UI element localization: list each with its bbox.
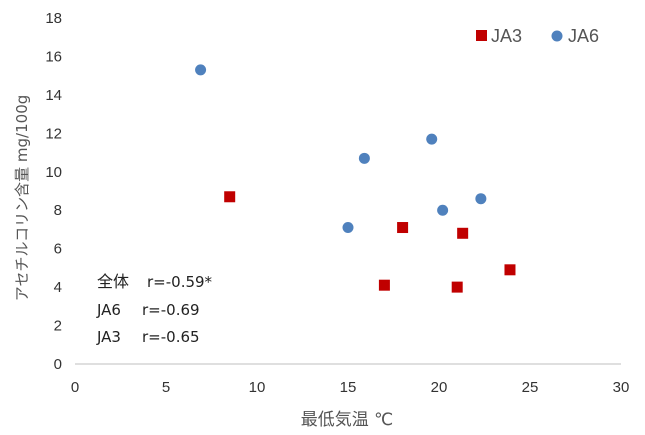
y-tick-label: 4 — [54, 279, 62, 296]
legend-marker-ja3 — [476, 30, 487, 41]
x-tick-label: 25 — [522, 379, 539, 396]
data-point-ja6 — [475, 193, 487, 205]
y-tick-label: 14 — [45, 87, 62, 104]
x-tick-label: 0 — [71, 379, 79, 396]
correlation-annotations: 全体 r=-0.59* JA6 r=-0.69 JA3 r=-0.65 — [96, 272, 213, 346]
legend-label-ja3: JA3 — [491, 26, 522, 46]
annotation-ja3-label: JA3 — [96, 328, 121, 346]
data-point-ja6 — [437, 204, 449, 216]
legend: JA3 JA6 — [476, 26, 599, 46]
annotation-ja3-r: r=-0.65 — [142, 328, 200, 346]
legend-label-ja6: JA6 — [568, 26, 599, 46]
y-tick-label: 12 — [45, 125, 62, 142]
x-axis-ticks: 0 5 10 15 20 25 30 — [71, 379, 630, 396]
data-point-ja6 — [342, 222, 354, 234]
data-points — [195, 64, 516, 293]
data-point-ja6 — [426, 133, 438, 145]
y-axis-ticks: 0 2 4 6 8 10 12 14 16 18 — [45, 10, 62, 373]
annotation-ja6-label: JA6 — [96, 301, 121, 319]
y-tick-label: 10 — [45, 164, 62, 181]
y-tick-label: 0 — [54, 356, 62, 373]
x-tick-label: 30 — [613, 379, 630, 396]
y-tick-label: 2 — [54, 318, 62, 335]
x-tick-label: 5 — [162, 379, 170, 396]
data-point-ja3 — [504, 264, 516, 276]
data-point-ja6 — [195, 64, 207, 76]
y-tick-label: 6 — [54, 241, 62, 258]
data-point-ja3 — [451, 281, 463, 293]
x-tick-label: 20 — [431, 379, 448, 396]
x-tick-label: 15 — [340, 379, 357, 396]
data-point-ja3 — [378, 279, 390, 291]
x-tick-label: 10 — [249, 379, 266, 396]
y-tick-label: 16 — [45, 48, 62, 65]
legend-marker-ja6 — [551, 30, 563, 42]
y-axis-title: アセチルコリン含量 mg/100g — [13, 95, 31, 302]
annotation-ja6-r: r=-0.69 — [142, 301, 200, 319]
y-tick-label: 8 — [54, 202, 62, 219]
annotation-overall-r: r=-0.59* — [147, 273, 213, 291]
data-point-ja3 — [397, 222, 409, 234]
annotation-overall-label: 全体 — [97, 272, 129, 291]
data-point-ja6 — [358, 152, 370, 164]
y-tick-label: 18 — [45, 10, 62, 27]
data-point-ja3 — [457, 227, 469, 239]
data-point-ja3 — [224, 191, 236, 203]
x-axis-title: 最低気温 ℃ — [301, 410, 394, 430]
